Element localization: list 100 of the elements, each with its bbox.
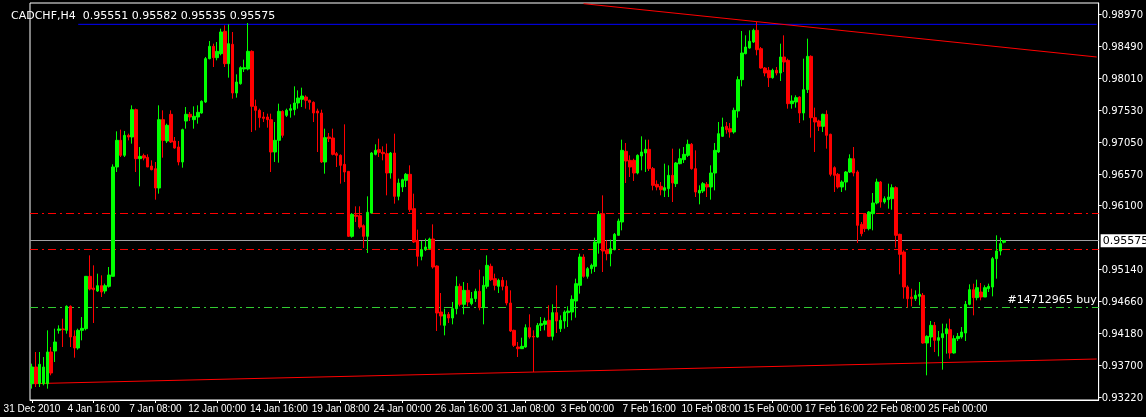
- candlestick: [767, 66, 771, 88]
- candlestick: [30, 363, 34, 390]
- y-tick-label: 0.94180: [1101, 328, 1144, 340]
- candlestick: [100, 274, 103, 298]
- candlestick: [586, 266, 589, 280]
- x-tick-label: 25 Feb 00:00: [928, 402, 988, 414]
- x-tick-label: 7 Feb 16:00: [622, 402, 677, 414]
- candlestick: [231, 31, 234, 100]
- candlestick: [161, 109, 165, 159]
- candlestick: [165, 123, 169, 144]
- candlestick: [798, 95, 801, 124]
- candlestick: [177, 140, 180, 166]
- candlestick: [138, 146, 142, 187]
- candlestick: [555, 284, 558, 334]
- candlestick: [462, 281, 466, 315]
- candlestick: [466, 282, 470, 307]
- candlestick: [705, 181, 709, 198]
- y-tick-label: 0.93700: [1101, 360, 1144, 372]
- y-tick-label: 0.94660: [1101, 296, 1144, 308]
- y-tick-label: 0.93220: [1101, 392, 1144, 404]
- candlestick: [397, 178, 400, 201]
- candlestick: [941, 323, 944, 371]
- candlestick: [192, 105, 196, 130]
- candlestick: [61, 318, 65, 348]
- x-tick-label: 10 Feb 08:00: [681, 402, 741, 414]
- candlestick: [119, 129, 122, 158]
- candlestick: [377, 138, 381, 158]
- candlestick: [497, 278, 500, 294]
- candlestick: [447, 311, 450, 324]
- candlestick: [219, 28, 223, 56]
- candlestick: [933, 321, 936, 353]
- candlestick: [389, 151, 392, 180]
- candlestick: [551, 303, 554, 341]
- candlestick: [975, 279, 979, 301]
- candlestick: [879, 180, 882, 209]
- x-tick-label: 7 Jan 08:00: [129, 402, 182, 414]
- y-tick-label: 0.98970: [1101, 8, 1144, 20]
- candlestick: [582, 253, 585, 279]
- candlestick: [979, 282, 983, 301]
- x-tick-label: 19 Jan 08:00: [311, 402, 370, 414]
- candlestick: [53, 328, 57, 363]
- candlestick: [921, 292, 925, 345]
- candlestick: [775, 66, 778, 76]
- candlestick: [659, 181, 663, 196]
- candlestick: [667, 164, 670, 198]
- candlestick: [910, 288, 913, 307]
- candlestick: [96, 273, 99, 293]
- candlestick: [779, 43, 782, 82]
- candlestick: [65, 304, 68, 335]
- candlestick: [277, 103, 281, 164]
- candlestick: [38, 351, 41, 388]
- x-tick-label: 31 Dec 2010: [3, 402, 61, 414]
- candlestick: [948, 318, 952, 360]
- candlestick: [470, 291, 473, 306]
- x-tick-label: 26 Jan 16:00: [435, 402, 494, 414]
- x-tick-label: 3 Feb 00:00: [560, 402, 615, 414]
- candlestick: [269, 113, 273, 173]
- candlestick: [640, 135, 643, 171]
- candlestick: [790, 94, 794, 110]
- y-tick-label: 0.97050: [1101, 136, 1144, 148]
- candlestick: [952, 334, 956, 355]
- candlestick: [524, 323, 527, 349]
- candlestick: [385, 143, 389, 196]
- candlestick: [281, 109, 284, 139]
- candlestick: [420, 240, 423, 261]
- candlestick: [320, 109, 323, 164]
- candlestick: [972, 283, 975, 316]
- y-tick-label: 0.98010: [1101, 72, 1144, 84]
- y-tick-label: 0.97530: [1101, 104, 1144, 116]
- candlestick: [304, 94, 308, 110]
- candlestick: [771, 68, 774, 80]
- candlestick: [181, 128, 184, 169]
- candlestick: [644, 139, 647, 173]
- candlestick: [323, 128, 327, 175]
- candlestick: [563, 309, 566, 330]
- x-tick-label: 4 Jan 16:00: [67, 402, 121, 414]
- candlestick: [543, 317, 547, 331]
- x-tick-label: 24 Jan 00:00: [373, 402, 432, 414]
- candlestick: [887, 183, 890, 210]
- candlestick: [154, 161, 157, 201]
- candlestick: [821, 113, 825, 133]
- candlestick: [918, 281, 921, 306]
- candlestick: [49, 346, 53, 376]
- candlestick: [748, 29, 751, 50]
- x-tick-label: 14 Jan 16:00: [249, 402, 309, 414]
- candlestick: [130, 104, 134, 145]
- candlestick: [134, 108, 138, 173]
- candlestick: [663, 163, 666, 198]
- candlestick: [300, 87, 304, 108]
- candlestick: [196, 104, 200, 125]
- candlestick: [443, 308, 446, 336]
- candlestick: [794, 94, 798, 109]
- candlestick: [458, 283, 462, 307]
- candlestick: [624, 142, 628, 184]
- candlestick: [474, 288, 477, 303]
- candlestick: [46, 329, 49, 390]
- candlestick: [983, 284, 987, 298]
- candlestick: [127, 133, 130, 141]
- candlestick: [890, 183, 894, 211]
- y-tick-label: 0.96100: [1101, 200, 1144, 212]
